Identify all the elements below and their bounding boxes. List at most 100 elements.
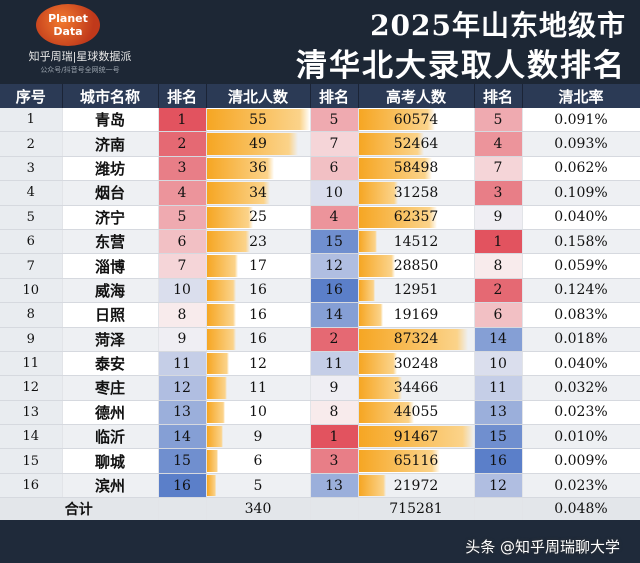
gk-value: 14512: [393, 233, 439, 250]
city-cell: 东营: [62, 229, 159, 255]
gk-bar: [358, 450, 441, 472]
table-row: 6 东营 6 23 15 14512 1 0.158%: [0, 229, 640, 255]
qb-value: 55: [249, 111, 267, 128]
rate-cell: 0.062%: [522, 156, 640, 182]
table-row: 16 滨州 16 5 13 21972 12 0.023%: [0, 473, 640, 499]
gk-bar: [358, 426, 473, 448]
gk-bar: [358, 182, 398, 204]
table-row: 10 威海 10 16 16 12951 2 0.124%: [0, 278, 640, 304]
table-row: 1 青岛 1 55 5 60574 5 0.091%: [0, 108, 640, 133]
rate-cell: 0.093%: [522, 131, 640, 157]
gk-value: 34466: [393, 379, 439, 396]
qb-bar: [206, 157, 274, 180]
qb-count-cell: 6: [206, 448, 311, 474]
qb-bar: [206, 182, 271, 204]
city-cell: 青岛: [62, 108, 159, 133]
gk-rank-cell: 7: [310, 131, 359, 157]
qb-value: 12: [249, 355, 267, 372]
seq-cell: 6: [0, 229, 63, 255]
total-qb: 340: [206, 497, 311, 521]
gk-value: 44055: [393, 404, 439, 421]
seq-cell: 9: [0, 327, 63, 352]
gk-count-cell: 52464: [358, 131, 475, 157]
total-gk: 715281: [358, 497, 475, 521]
gk-value: 21972: [393, 477, 439, 494]
col-rank-gk: 排名: [310, 84, 359, 108]
seq-cell: 7: [0, 253, 63, 279]
rate-rank-cell: 7: [474, 156, 523, 182]
seq-cell: 4: [0, 180, 63, 206]
rate-rank-cell: 9: [474, 205, 523, 230]
city-cell: 菏泽: [62, 327, 159, 352]
seq-cell: 11: [0, 351, 63, 377]
qb-value: 25: [249, 209, 267, 226]
city-cell: 临沂: [62, 424, 159, 450]
qb-rank-cell: 1: [158, 108, 207, 133]
gk-count-cell: 12951: [358, 278, 475, 304]
gk-bar: [358, 255, 395, 277]
gk-count-cell: 30248: [358, 351, 475, 377]
qb-value: 6: [253, 453, 263, 470]
qb-value: 23: [249, 233, 267, 250]
rate-cell: 0.009%: [522, 448, 640, 474]
gk-rank-cell: 9: [310, 375, 359, 401]
title-line1: 2025年山东地级市: [370, 9, 626, 42]
watermark: 头条 @知乎周瑞聊大学: [465, 538, 620, 556]
table-body: 1 青岛 1 55 5 60574 5 0.091% 2 济南 2 49 7 52464 4 0.093% 3 潍…: [0, 108, 640, 521]
gk-rank-cell: 14: [310, 302, 359, 328]
qb-rank-cell: 7: [158, 253, 207, 279]
gk-value: 91467: [393, 428, 439, 445]
gk-rank-cell: 8: [310, 400, 359, 426]
qb-bar: [206, 352, 229, 375]
qb-rank-cell: 10: [158, 278, 207, 304]
gk-value: 58498: [393, 160, 439, 177]
gk-value: 65116: [393, 453, 439, 470]
qb-rank-cell: 14: [158, 424, 207, 450]
rate-cell: 0.158%: [522, 229, 640, 255]
total-label: 合计: [0, 497, 159, 521]
rate-rank-cell: 15: [474, 424, 523, 450]
logo-line1: Planet: [48, 12, 88, 25]
table-header-row: 序号 城市名称 排名 清北人数 排名 高考人数 排名 清北率: [0, 84, 640, 108]
header: Planet Data 知乎周瑞|星球数据派 公众号/抖音号全网统一号 2025…: [0, 0, 640, 84]
qb-bar: [206, 474, 216, 497]
qb-bar: [206, 304, 237, 326]
city-cell: 烟台: [62, 180, 159, 206]
table-row: 5 济宁 5 25 4 62357 9 0.040%: [0, 205, 640, 230]
col-city: 城市名称: [62, 84, 159, 108]
city-cell: 济宁: [62, 205, 159, 230]
col-qb-count: 清北人数: [206, 84, 311, 108]
qb-rank-cell: 15: [158, 448, 207, 474]
table-row: 9 菏泽 9 16 2 87324 14 0.018%: [0, 327, 640, 352]
qb-bar: [206, 230, 250, 253]
rate-rank-cell: 4: [474, 131, 523, 157]
seq-cell: 2: [0, 131, 63, 157]
qb-bar: [206, 377, 228, 399]
rate-rank-cell: 13: [474, 400, 523, 426]
gk-count-cell: 19169: [358, 302, 475, 328]
gk-bar: [358, 352, 397, 375]
gk-bar: [358, 474, 387, 497]
gk-rank-cell: 5: [310, 108, 359, 133]
gk-bar: [358, 230, 377, 253]
gk-rank-cell: 16: [310, 278, 359, 304]
rate-cell: 0.040%: [522, 205, 640, 230]
gk-count-cell: 21972: [358, 473, 475, 499]
rate-rank-cell: 5: [474, 108, 523, 133]
qb-count-cell: 23: [206, 229, 311, 255]
gk-bar: [358, 377, 402, 399]
city-cell: 潍坊: [62, 156, 159, 182]
gk-rank-cell: 10: [310, 180, 359, 206]
qb-count-cell: 25: [206, 205, 311, 230]
seq-cell: 12: [0, 375, 63, 401]
rate-rank-cell: 3: [474, 180, 523, 206]
rate-cell: 0.083%: [522, 302, 640, 328]
rate-cell: 0.010%: [522, 424, 640, 450]
gk-count-cell: 44055: [358, 400, 475, 426]
table-row: 12 枣庄 12 11 9 34466 11 0.032%: [0, 375, 640, 401]
total-rate: 0.048%: [522, 497, 640, 521]
gk-rank-cell: 6: [310, 156, 359, 182]
qb-value: 9: [253, 428, 263, 445]
gk-rank-cell: 12: [310, 253, 359, 279]
qb-rank-cell: 12: [158, 375, 207, 401]
